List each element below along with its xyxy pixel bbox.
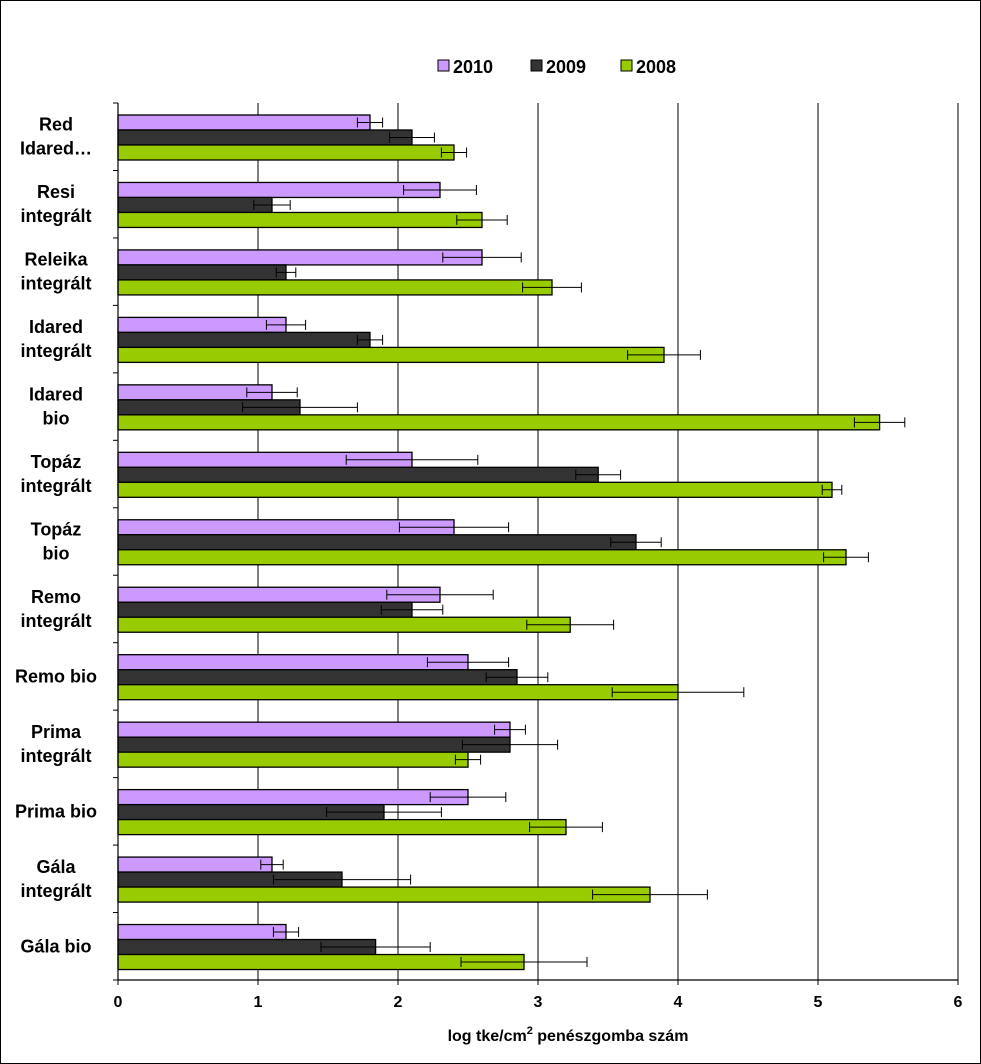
category-label-4-0: Idared [29, 385, 83, 405]
category-label-6-0: Topáz [31, 520, 82, 540]
bar-2010-2 [117, 249, 483, 266]
bar-2010-11 [117, 856, 273, 873]
category-label-10-0: Prima bio [15, 801, 97, 821]
bar-2009-1 [117, 196, 273, 214]
bar-2009-3 [117, 331, 371, 349]
bar-2009-8 [117, 669, 518, 686]
bar-2008-10 [117, 818, 567, 836]
category-label-3-0: Idared [29, 317, 83, 337]
bar-2009-6 [117, 534, 637, 551]
bar-2009-2 [117, 264, 287, 281]
bar-2010-12 [117, 923, 287, 941]
category-label-6-1: bio [43, 544, 70, 564]
category-label-2-0: Releika [24, 250, 88, 270]
bar-2010-0 [117, 114, 371, 131]
bar-2008-6 [117, 549, 847, 566]
x-axis-title-sup: 2 [527, 1025, 533, 1037]
category-label-1-0: Resi [37, 182, 75, 202]
legend: 2010 2009 2008 [437, 57, 676, 77]
axes: 0 1 2 3 4 5 6 [113, 102, 963, 1011]
bar-2008-8 [117, 684, 679, 701]
category-label-7-1: integrált [20, 611, 91, 631]
bar-2009-7 [117, 601, 413, 618]
bar-2008-9 [117, 751, 469, 768]
category-label-0-0: Red [39, 115, 73, 135]
category-label-0-1: Idared… [20, 139, 92, 159]
bar-2010-3 [117, 316, 287, 334]
bar-2009-5 [117, 466, 599, 483]
bar-2008-0 [117, 144, 455, 161]
x-tick-label-2: 2 [394, 994, 403, 1011]
category-label-3-1: integrált [20, 341, 91, 361]
x-axis-title-main: log tke/cm [448, 1028, 527, 1045]
category-label-11-0: Gála [36, 857, 76, 877]
category-label-5-1: integrált [20, 476, 91, 496]
category-label-9-1: integrált [20, 746, 91, 766]
bars [117, 114, 881, 971]
category-label-9-0: Prima [31, 722, 82, 742]
bar-2010-1 [117, 181, 441, 199]
x-tick-label-0: 0 [114, 994, 123, 1011]
x-tick-label-4: 4 [674, 994, 683, 1011]
category-label-1-1: integrált [20, 206, 91, 226]
legend-label-2010: 2010 [453, 57, 493, 77]
legend-swatch-2008 [620, 59, 633, 72]
legend-label-2009: 2009 [546, 57, 586, 77]
x-tick-label-3: 3 [534, 994, 543, 1011]
bar-2010-8 [117, 654, 469, 671]
bar-2008-1 [117, 211, 483, 229]
bar-2008-7 [117, 616, 571, 633]
legend-swatch-2009 [530, 59, 543, 72]
bar-2008-3 [117, 346, 665, 364]
category-label-8-0: Remo bio [15, 666, 97, 686]
x-tick-label-6: 6 [954, 994, 963, 1011]
x-tick-label-5: 5 [814, 994, 823, 1011]
bar-2008-11 [117, 886, 651, 903]
legend-label-2008: 2008 [636, 57, 676, 77]
x-tick-label-1: 1 [254, 994, 263, 1011]
error-bars [242, 117, 906, 968]
bar-2010-9 [117, 721, 511, 738]
category-label-4-1: bio [43, 409, 70, 429]
x-axis-title-rest: penészgomba szám [533, 1028, 689, 1045]
bar-2010-10 [117, 788, 469, 806]
category-label-2-1: integrált [20, 274, 91, 294]
bar-2009-9 [117, 736, 511, 753]
category-labels: Red Idared… Resi integrált Releika integrált I… [15, 115, 97, 957]
category-label-12-0: Gála bio [20, 936, 91, 956]
bar-2008-5 [117, 481, 833, 498]
bar-2009-0 [117, 129, 413, 146]
category-label-7-0: Remo [31, 587, 81, 607]
category-label-11-1: integrált [20, 881, 91, 901]
category-label-5-0: Topáz [31, 452, 82, 472]
x-axis-title: log tke/cm2 penészgomba szám [448, 1025, 689, 1045]
legend-swatch-2010 [437, 59, 450, 72]
bar-2008-2 [117, 279, 553, 296]
bar-2008-4 [117, 414, 881, 431]
